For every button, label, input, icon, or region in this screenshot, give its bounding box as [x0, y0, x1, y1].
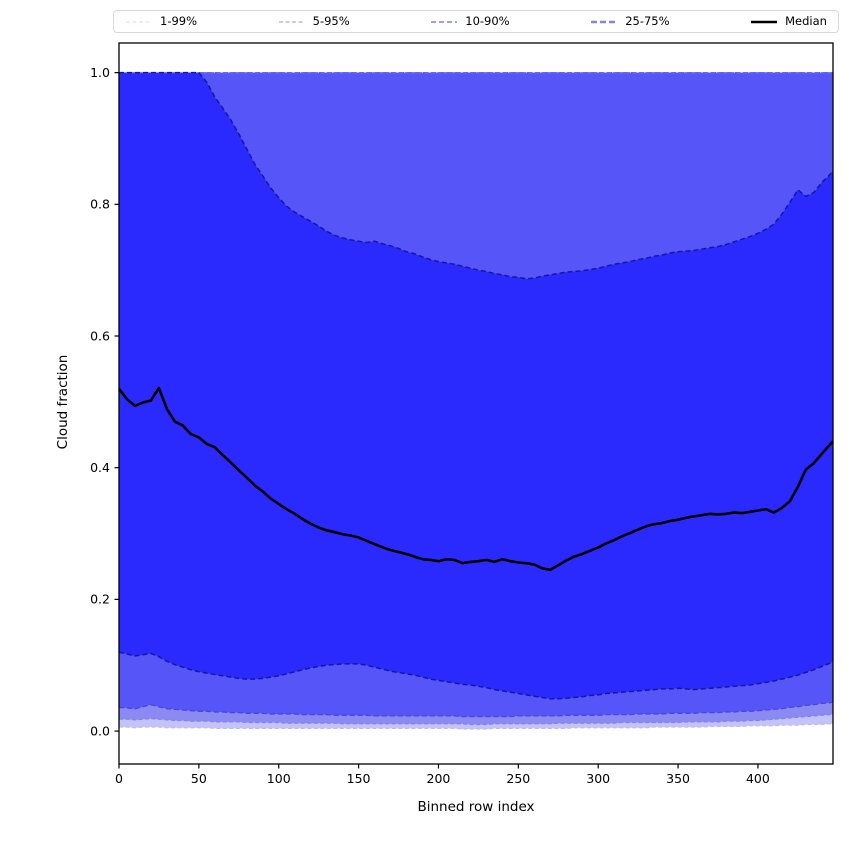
x-tick-label: 50 [191, 771, 207, 786]
legend-label: 25-75% [625, 13, 670, 28]
x-tick-label: 100 [267, 771, 291, 786]
y-axis-label: Cloud fraction [55, 354, 71, 450]
x-tick-label: 0 [115, 771, 123, 786]
y-tick-label: 0.6 [90, 328, 110, 343]
legend-label: 1-99% [160, 13, 198, 28]
y-tick-label: 1.0 [90, 65, 110, 80]
legend-item-25-75-: 25-75% [590, 13, 670, 28]
legend-label: 5-95% [312, 13, 350, 28]
legend-line-swatch-icon [126, 20, 152, 23]
x-tick-label: 150 [347, 771, 371, 786]
median-line [117, 386, 834, 572]
x-tick-label: 400 [746, 771, 770, 786]
x-tick-label: 300 [586, 771, 610, 786]
x-tick-label: 200 [427, 771, 451, 786]
band-25-75% [119, 72, 833, 699]
quantile-line-q01 [119, 723, 833, 730]
legend-line-swatch-icon [591, 20, 618, 23]
quantile-line-q10 [118, 701, 834, 718]
quantile-line-q25 [118, 651, 834, 700]
legend-item-1-99-: 1-99% [125, 13, 198, 28]
legend-label: Median [785, 13, 827, 28]
y-tick-label: 0.2 [90, 592, 110, 607]
x-tick-label: 350 [666, 771, 690, 786]
legend-label: 10-90% [465, 13, 510, 28]
legend-line-swatch-icon [431, 20, 458, 23]
quantile-line-q05 [119, 713, 834, 726]
y-tick-label: 0.4 [90, 460, 110, 475]
x-axis-label: Binned row index [417, 799, 535, 815]
legend-item-median: Median [750, 13, 827, 28]
quantile-line-q75 [119, 71, 834, 280]
legend-item-5-95-: 5-95% [278, 13, 350, 28]
y-tick-label: 0.0 [90, 723, 110, 738]
legend-line-swatch-icon [278, 20, 305, 23]
legend: 1-99% 5-95% 10-90% 25-75% Median [113, 10, 839, 33]
y-tick-label: 0.8 [90, 197, 110, 212]
legend-item-10-90-: 10-90% [430, 13, 510, 28]
legend-line-swatch-icon [751, 20, 778, 23]
axes-border [118, 42, 834, 765]
x-tick-label: 250 [506, 771, 530, 786]
